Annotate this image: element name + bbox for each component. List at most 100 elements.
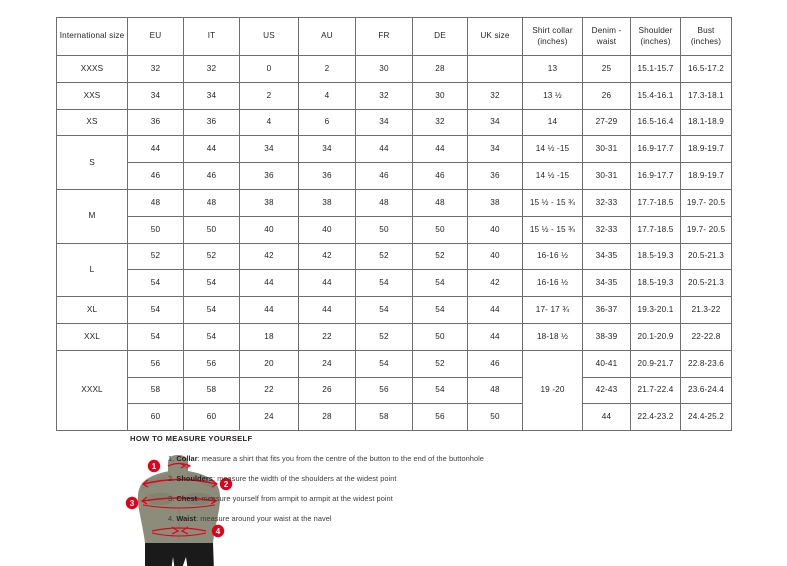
cell-au: 6 (298, 108, 356, 137)
instruction-text: : measure the width of the shoulders at … (212, 474, 397, 484)
cell-bust: 24.4-25.2 (680, 403, 732, 432)
cell-de: 30 (412, 81, 468, 110)
cell-us: 20 (239, 349, 299, 378)
cell-denim: 44 (582, 403, 631, 432)
badge-4: 4 (211, 524, 225, 538)
table-row: XL 54 54 44 44 54 54 44 17- 17 ¾ 36-37 19.3-20.1 21… (56, 296, 732, 324)
cell-it: 44 (183, 135, 240, 164)
cell-fr: 52 (355, 242, 413, 271)
cell-au: 38 (298, 188, 356, 217)
cell-denim: 32-33 (582, 188, 631, 217)
cell-bust: 19.7- 20.5 (680, 188, 732, 217)
cell-bust: 22-22.8 (680, 322, 732, 351)
cell-fr: 54 (355, 349, 413, 378)
cell-de: 52 (412, 242, 468, 271)
cell-uk: 32 (467, 81, 523, 110)
cell-bust: 21.3-22 (680, 296, 732, 324)
cell-shoulder: 22.4-23.2 (630, 403, 681, 432)
cell-eu: 32 (127, 55, 184, 83)
cell-denim: 42-43 (582, 376, 631, 405)
cell-de: 32 (412, 108, 468, 137)
cell-intl-size: L (56, 242, 128, 298)
cell-au: 26 (298, 376, 356, 405)
cell-denim: 30-31 (582, 135, 631, 164)
cell-bust: 16.5-17.2 (680, 55, 732, 83)
international-size-table: International size EU IT US AU FR DE UK size Shi… (56, 17, 732, 432)
collar-arrow-head-inner (180, 463, 187, 469)
shoulders-arrow-head-right (211, 479, 219, 488)
chest-measure-arrow-lower (142, 504, 216, 509)
cell-uk: 40 (467, 215, 523, 244)
cell-denim: 27-29 (582, 108, 631, 137)
cell-us: 2 (239, 81, 299, 110)
cell-shirt-collar: 17- 17 ¾ (522, 296, 583, 324)
waist-measure-arrow-lower (151, 532, 207, 537)
cell-shirt-collar: 13 (522, 55, 583, 83)
cell-de: 48 (412, 188, 468, 217)
cell-intl-size: S (56, 135, 128, 190)
column-header-bust: Bust (inches) (680, 17, 732, 56)
badge-1-label: 1 (152, 462, 157, 471)
table-row: XXL 54 54 18 22 52 50 44 18-18 ½ 38-39 20.1-20.9 22… (56, 322, 732, 351)
cell-shirt-collar: 16-16 ½ (522, 269, 583, 298)
column-header-denim: Denim - waist (582, 17, 631, 56)
cell-au: 28 (298, 403, 356, 432)
cell-de: 54 (412, 269, 468, 298)
cell-au: 34 (298, 135, 356, 164)
cell-fr: 58 (355, 403, 413, 432)
column-header-uk: UK size (467, 17, 523, 56)
table-row: XXXL 56 56 20 24 54 52 46 19 -20 40-41 20.9-21.7 22… (56, 349, 732, 432)
cell-us: 22 (239, 376, 299, 405)
cell-uk: 34 (467, 108, 523, 137)
cell-uk: 46 (467, 349, 523, 378)
cell-shoulder: 20.9-21.7 (630, 349, 681, 378)
cell-fr: 32 (355, 81, 413, 110)
cell-au: 22 (298, 322, 356, 351)
cell-shoulder: 16.9-17.7 (630, 135, 681, 164)
cell-uk: 44 (467, 296, 523, 324)
cell-eu: 56 (127, 349, 184, 378)
cell-intl-size: M (56, 188, 128, 244)
cell-intl-size: XXXS (56, 55, 128, 83)
cell-it: 46 (183, 162, 240, 190)
cell-eu: 54 (127, 269, 184, 298)
cell-eu: 46 (127, 162, 184, 190)
cell-au: 24 (298, 349, 356, 378)
instruction-number: 4. (168, 514, 175, 524)
cell-intl-size: XXXL (56, 349, 128, 432)
cell-fr: 34 (355, 108, 413, 137)
cell-us: 36 (239, 162, 299, 190)
cell-us: 24 (239, 403, 299, 432)
instruction-item: 1. Collar: measure a shirt that fits you… (168, 454, 728, 464)
waist-arrow-head-left (171, 526, 180, 535)
cell-it: 34 (183, 81, 240, 110)
cell-us: 4 (239, 108, 299, 137)
shoulders-measure-arrow (143, 478, 217, 485)
instruction-number: 1. (168, 454, 175, 463)
cell-us: 34 (239, 135, 299, 164)
cell-fr: 54 (355, 296, 413, 324)
cell-shirt-collar: 19 -20 (522, 349, 583, 432)
cell-au: 44 (298, 269, 356, 298)
cell-eu: 48 (127, 188, 184, 217)
instruction-text: : measure yourself from armpit to armpit… (197, 494, 393, 504)
cell-uk (467, 55, 523, 83)
cell-shoulder: 17.7-18.5 (630, 188, 681, 217)
cell-it: 56 (183, 349, 240, 378)
cell-bust: 20.5-21.3 (680, 242, 732, 271)
waist-measure-arrow (151, 527, 207, 532)
cell-us: 18 (239, 322, 299, 351)
column-header-collar: Shirt collar (inches) (522, 17, 583, 56)
cell-eu: 60 (127, 403, 184, 432)
cell-it: 60 (183, 403, 240, 432)
cell-de: 44 (412, 135, 468, 164)
shoulders-arrow-head-left (141, 479, 149, 488)
cell-intl-size: XS (56, 108, 128, 137)
cell-fr: 46 (355, 162, 413, 190)
cell-it: 54 (183, 296, 240, 324)
cell-denim: 34-35 (582, 242, 631, 271)
cell-au: 4 (298, 81, 356, 110)
cell-denim: 36-37 (582, 296, 631, 324)
instruction-item: 3. Chest: measure yourself from armpit t… (168, 494, 728, 504)
cell-us: 44 (239, 296, 299, 324)
